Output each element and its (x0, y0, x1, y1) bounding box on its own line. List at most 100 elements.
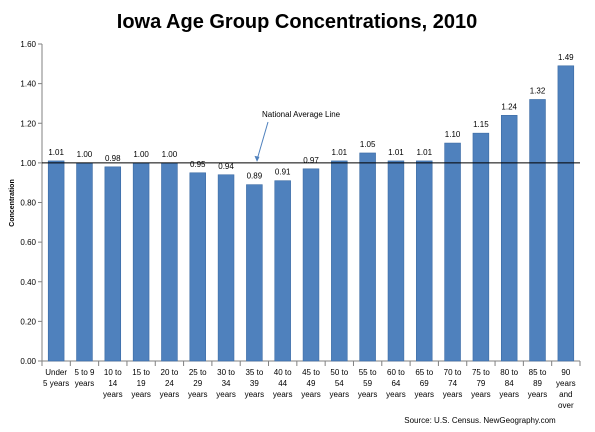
x-tick-label-line: 30 to (217, 368, 235, 377)
data-label: 1.00 (133, 150, 149, 159)
x-tick-label-line: 14 (108, 379, 117, 388)
bar (529, 99, 546, 362)
x-tick-label: 20 to 24 years (160, 368, 180, 399)
x-tick-label-line: 60 to (387, 368, 405, 377)
x-tick-label-line: years (556, 379, 576, 388)
data-label: 0.98 (105, 154, 121, 163)
bar (189, 172, 206, 362)
x-tick-label-line: 75 to (472, 368, 490, 377)
y-axis-label: Concentration (9, 179, 16, 226)
x-tick-label-line: years (386, 390, 406, 399)
x-tick-label-line: 15 to (132, 368, 150, 377)
x-tick-label-line: 5 years (43, 379, 69, 388)
x-tick-label-line: 64 (391, 379, 400, 388)
x-tick-label-line: Under (45, 368, 67, 377)
bar (557, 65, 575, 362)
x-tick-label: 35 to 39 years (245, 368, 265, 399)
annotation-arrow-line (256, 121, 269, 161)
x-tick-label: 75 to 79 years (471, 368, 491, 399)
bar (132, 162, 150, 362)
x-tick-label-line: 49 (307, 379, 316, 388)
x-tick-label-line: 40 to (274, 368, 292, 377)
x-tick-label: 60 to 64 years (386, 368, 406, 399)
x-tick-label-line: 90 (561, 368, 570, 377)
bar (416, 160, 433, 362)
x-tick-label-line: 74 (448, 379, 457, 388)
plot-area: 0.00 0.20 0.40 0.60 0.80 1.00 1.20 1.40 1.60 1.01… (20, 40, 581, 410)
bar (387, 160, 405, 362)
y-tick-label: 1.60 (20, 40, 36, 49)
x-tick-label-line: years (131, 390, 151, 399)
x-tick-label-line: years (216, 390, 236, 399)
x-tick-label-line: years (528, 390, 548, 399)
data-label: 1.49 (558, 53, 574, 62)
x-tick-label-line: years (414, 390, 434, 399)
x-tick-label-line: 79 (476, 379, 485, 388)
y-tick-label: 0.80 (20, 199, 36, 208)
x-tick-label-line: 20 to (161, 368, 179, 377)
x-tick-label: 30 to 34 years (216, 368, 236, 399)
data-label: 0.89 (247, 172, 263, 181)
data-label: 1.01 (48, 148, 64, 157)
x-tick-label-line: years (301, 390, 321, 399)
source-note: Source: U.S. Census. NewGeography.com (404, 416, 556, 425)
x-tick-label-line: 10 to (104, 368, 122, 377)
data-label: 1.24 (501, 102, 517, 111)
y-tick-label: 0.40 (20, 278, 36, 287)
x-tick-label-line: 25 to (189, 368, 207, 377)
x-tick-label-line: 24 (165, 379, 174, 388)
x-tick-label: 5 to 9 years (74, 368, 95, 388)
x-tick-label-line: years (75, 379, 95, 388)
bar (246, 184, 263, 362)
x-tick-label-line: 65 to (415, 368, 433, 377)
x-tick-label-line: years (160, 390, 180, 399)
data-label: 1.05 (360, 140, 376, 149)
bar (217, 174, 235, 362)
data-label: 1.01 (332, 148, 348, 157)
annotation-arrow-head (254, 155, 260, 162)
bar (47, 160, 65, 362)
x-tick-label: 85 to 89 years (528, 368, 548, 399)
x-tick-label-line: 45 to (302, 368, 320, 377)
x-tick-label-line: and (559, 390, 572, 399)
x-tick-label-line: 50 to (330, 368, 348, 377)
x-tick-label-line: 29 (193, 379, 202, 388)
x-tick-label-line: 34 (222, 379, 231, 388)
data-label: 1.10 (445, 130, 461, 139)
x-tick-label-line: 70 to (444, 368, 462, 377)
x-tick-label-line: 54 (335, 379, 344, 388)
x-tick-label: 45 to 49 years (301, 368, 321, 399)
x-tick-label: 65 to 69 years (414, 368, 434, 399)
x-tick-label-line: years (188, 390, 208, 399)
x-tick-label-line: 84 (505, 379, 514, 388)
x-tick-label-line: years (330, 390, 350, 399)
x-tick-label-line: 85 to (529, 368, 547, 377)
data-label: 1.32 (530, 86, 546, 95)
data-label: 1.01 (416, 148, 432, 157)
data-label: 0.97 (303, 156, 319, 165)
x-tick-label-line: years (471, 390, 491, 399)
bar (472, 132, 490, 362)
x-tick-label-line: 80 to (500, 368, 518, 377)
y-tick-label: 1.00 (20, 159, 36, 168)
x-tick-label-line: 35 to (245, 368, 263, 377)
y-tick-label: 1.20 (20, 119, 36, 128)
bar (359, 152, 376, 362)
bar (104, 166, 122, 362)
x-tick-label-line: years (443, 390, 463, 399)
reference-line-label: National Average Line (262, 110, 341, 119)
bar (302, 168, 320, 362)
x-tick-label: 10 to 14 years (103, 368, 123, 399)
y-tick-label: 1.40 (20, 80, 36, 89)
data-label: 1.01 (388, 148, 404, 157)
y-tick-label: 0.60 (20, 238, 36, 247)
data-label: 0.94 (218, 162, 234, 171)
bar (76, 162, 93, 362)
x-tick-label-line: years (103, 390, 123, 399)
data-label: 1.00 (162, 150, 178, 159)
x-tick-label: 50 to 54 years (330, 368, 350, 399)
x-tick-label: 25 to 29 years (188, 368, 208, 399)
bar (331, 160, 348, 362)
bar (274, 180, 291, 362)
